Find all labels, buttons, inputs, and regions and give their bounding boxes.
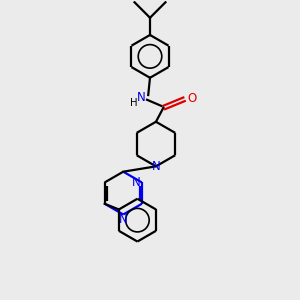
Text: N: N	[137, 92, 146, 104]
Text: N: N	[132, 176, 141, 189]
Text: N: N	[119, 213, 128, 226]
Text: N: N	[152, 160, 160, 173]
Text: H: H	[130, 98, 137, 108]
Text: O: O	[187, 92, 196, 105]
